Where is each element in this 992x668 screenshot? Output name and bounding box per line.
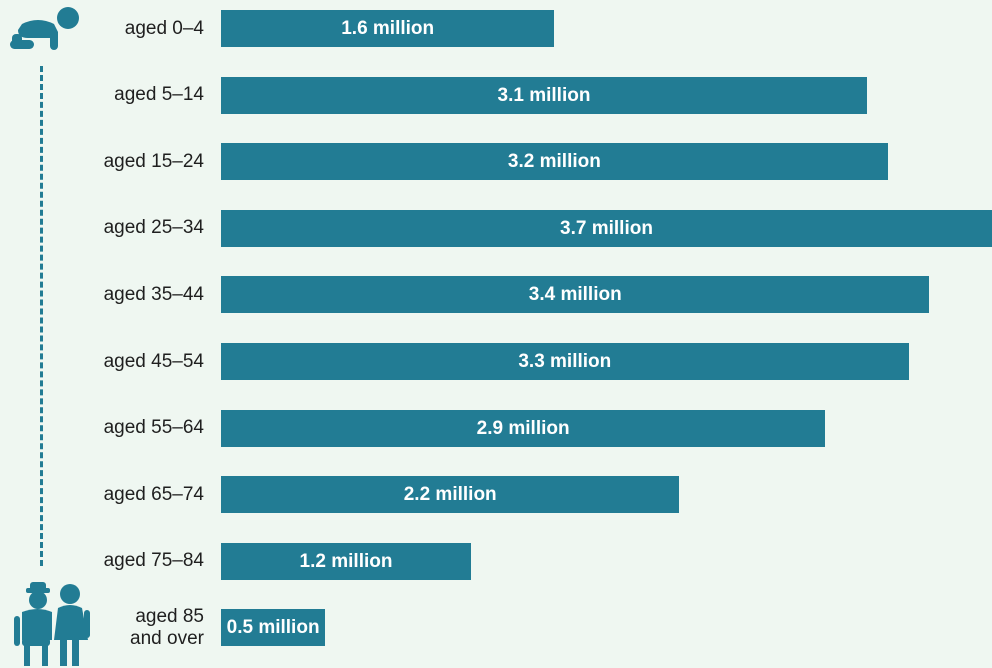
category-label: aged 65–74 xyxy=(103,483,204,505)
age-dashed-line xyxy=(40,66,43,566)
bar-value-label: 3.1 million xyxy=(497,84,591,106)
category-label: aged 45–54 xyxy=(103,350,204,372)
bar-value-label: 2.9 million xyxy=(476,417,570,439)
bar: 2.2 million xyxy=(221,476,680,514)
bar-value-label: 3.4 million xyxy=(528,284,622,306)
bar-value-label: 1.2 million xyxy=(299,550,393,572)
bar: 3.2 million xyxy=(221,143,888,181)
bar-value-label: 3.2 million xyxy=(507,151,601,173)
bar-value-label: 1.6 million xyxy=(341,18,435,39)
crawling-baby-icon xyxy=(10,7,79,50)
bar: 3.3 million xyxy=(221,343,909,380)
category-label: aged 5–14 xyxy=(114,84,204,106)
category-label: aged 0–4 xyxy=(124,17,204,39)
category-label: aged 85 and over xyxy=(130,605,204,649)
bar: 3.4 million xyxy=(221,276,930,314)
category-label: aged 75–84 xyxy=(103,550,204,572)
elderly-couple-icon xyxy=(14,582,90,666)
bar: 3.1 million xyxy=(221,76,867,114)
category-label: aged 55–64 xyxy=(103,417,204,439)
bar: 2.9 million xyxy=(221,409,826,447)
bar: 1.6 million xyxy=(221,10,555,47)
category-label: aged 35–44 xyxy=(103,283,204,305)
bar-value-label: 0.5 million xyxy=(226,617,320,639)
bar-value-label: 3.3 million xyxy=(518,351,612,372)
category-label: aged 15–24 xyxy=(103,150,204,172)
bar-value-label: 2.2 million xyxy=(403,484,497,506)
bar-value-label: 3.7 million xyxy=(560,217,653,239)
bar: 3.7 million xyxy=(221,209,992,247)
bar: 1.2 million xyxy=(221,542,472,580)
category-label: aged 25–34 xyxy=(103,217,204,239)
bar: 0.5 million xyxy=(221,609,326,647)
